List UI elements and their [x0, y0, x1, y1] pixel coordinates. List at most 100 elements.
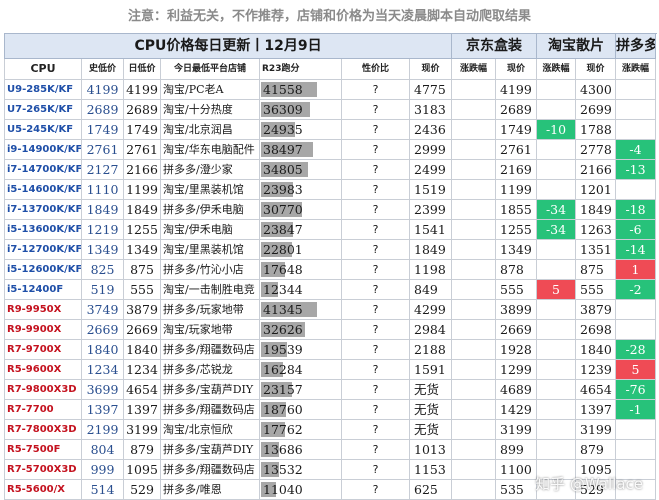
day-low-price: 1255: [123, 219, 161, 240]
day-low-price: 2689: [123, 99, 161, 120]
table-row: R9-9950X 3749 3879 拼多多/玩家地带 41345? 4299 3899 38…: [4, 299, 657, 320]
jd-change: [451, 299, 497, 320]
tb-change: -10: [536, 119, 577, 140]
col-tb-change: 涨跌幅: [536, 58, 577, 80]
pdd-change: -1: [615, 399, 657, 420]
hist-low-price: 999: [81, 459, 124, 480]
r23-score: 41345: [259, 299, 342, 320]
pdd-change: [615, 79, 657, 100]
tb-change: [536, 179, 577, 200]
table-row: U5-245K/KF 1749 1749 淘宝/北京润昌 24935? 2436 1749-…: [4, 119, 657, 140]
jd-change: [451, 179, 497, 200]
pdd-change: -4: [615, 139, 657, 160]
r23-score: 23157: [259, 379, 342, 400]
table-row: U9-285K/KF 4199 4199 淘宝/PC老A 41558? 4775 4199 4…: [4, 79, 657, 100]
tb-change: [536, 239, 577, 260]
r23-score: 17648: [259, 259, 342, 280]
table-row: R9-9900X 2669 2669 淘宝/玩家地带 32626? 2984 2669 269…: [4, 319, 657, 340]
day-low-price: 4654: [123, 379, 161, 400]
hist-low-price: 519: [81, 279, 124, 300]
lowest-shop: 淘宝/北京恒欣: [160, 419, 260, 440]
lowest-shop: 淘宝/里黑装机馆: [160, 239, 260, 260]
table-row: R7-7700 1397 1397 拼多多/翔疆数码店 18760? 无货 1429 1397…: [4, 399, 657, 420]
lowest-shop: 淘宝/玩家地带: [160, 319, 260, 340]
score-bar: [261, 242, 292, 257]
jd-change: [451, 359, 497, 380]
notice-banner: 注意：利益无关，不作推荐，店铺和价格为当天凌晨脚本自动爬取结果: [127, 9, 531, 24]
tb-change: -34: [536, 199, 577, 220]
hist-low-price: 514: [81, 479, 124, 500]
pdd-change: -2: [615, 279, 657, 300]
lowest-shop: 拼多多/玩家地带: [160, 299, 260, 320]
r23-score: 12344: [259, 279, 342, 300]
col-hist-low: 史低价: [81, 58, 124, 80]
hist-low-price: 1110: [81, 179, 124, 200]
tb-change: [536, 419, 577, 440]
pdd-change: [615, 419, 657, 440]
value-ratio: ?: [341, 259, 410, 280]
col-jd-change: 涨跌幅: [451, 58, 497, 80]
tb-price: 2169: [495, 159, 538, 180]
table-row: R7-7800X3D 2199 3199 淘宝/北京恒欣 17762? 无货 3199 319…: [4, 419, 657, 440]
jd-change: [451, 439, 497, 460]
jd-price: 2399: [408, 199, 453, 220]
col-tb-price: 现价: [495, 58, 538, 80]
value-ratio: ?: [341, 459, 410, 480]
pdd-price: 2698: [575, 319, 617, 340]
lowest-shop: 拼多多/澄少家: [160, 159, 260, 180]
r23-score: 38497: [259, 139, 342, 160]
tb-price: 1749: [495, 119, 538, 140]
lowest-shop: 拼多多/宝葫芦DIY: [160, 439, 260, 460]
lowest-shop: 淘宝/里黑装机馆: [160, 179, 260, 200]
cpu-model: i9-14900K/KF: [4, 139, 82, 160]
pdd-price: 875: [575, 259, 617, 280]
jd-price: 2999: [408, 139, 453, 160]
lowest-shop: 淘宝/华东电脑配件: [160, 139, 260, 160]
cpu-model: i7-12700K/KF: [4, 239, 82, 260]
col-jd-price: 现价: [408, 58, 453, 80]
value-ratio: ?: [341, 299, 410, 320]
hist-low-price: 2127: [81, 159, 124, 180]
score-bar: [261, 482, 276, 497]
pdd-change: [615, 479, 657, 500]
jd-price: 4299: [408, 299, 453, 320]
score-value: 32626: [263, 322, 303, 337]
cpu-model: R5-5600/X: [4, 479, 82, 500]
jd-change: [451, 279, 497, 300]
tb-price: 1349: [495, 239, 538, 260]
table-row: R5-7500F 804 879 拼多多/宝葫芦DIY 13686? 1013 899 879: [4, 439, 657, 460]
pdd-change: -18: [615, 199, 657, 220]
table-row: R7-9700X 1840 1840 拼多多/翔疆数码店 19539? 2188 1928 1…: [4, 339, 657, 360]
tb-change: [536, 299, 577, 320]
day-low-price: 1349: [123, 239, 161, 260]
tb-price: 1299: [495, 359, 538, 380]
tb-price: 2669: [495, 319, 538, 340]
col-cpu: CPU: [4, 58, 82, 80]
score-value: 34805: [263, 162, 303, 177]
score-bar: [261, 122, 295, 137]
pdd-price: 3199: [575, 419, 617, 440]
tb-price: 555: [495, 279, 538, 300]
col-day-low: 日低价: [123, 58, 161, 80]
value-ratio: ?: [341, 99, 410, 120]
r23-score: 22801: [259, 239, 342, 260]
pdd-change: 5: [615, 359, 657, 380]
tb-change: [536, 359, 577, 380]
pdd-change: [615, 299, 657, 320]
jd-price: 无货: [408, 379, 453, 400]
table-row: i7-14700K/KF 2127 2166 拼多多/澄少家 34805? 2499 216…: [4, 159, 657, 180]
score-value: 12344: [263, 282, 303, 297]
pdd-price: 1201: [575, 179, 617, 200]
table-row: i9-14900K/KF 2761 2761 淘宝/华东电脑配件 38497? 2999 2…: [4, 139, 657, 160]
pdd-change: -6: [615, 219, 657, 240]
jd-change: [451, 479, 497, 500]
col-pdd-price: 现价: [575, 58, 617, 80]
tb-price: 3899: [495, 299, 538, 320]
value-ratio: ?: [341, 159, 410, 180]
tb-price: 1199: [495, 179, 538, 200]
hist-low-price: 3749: [81, 299, 124, 320]
jd-price: 1519: [408, 179, 453, 200]
jd-group-header: 京东盒装: [451, 33, 538, 59]
score-bar: [261, 322, 305, 337]
price-table-container: CPU价格每日更新丨12月9日 京东盒装 淘宝散片 拼多多散片 CPU 史低价 …: [3, 33, 657, 500]
